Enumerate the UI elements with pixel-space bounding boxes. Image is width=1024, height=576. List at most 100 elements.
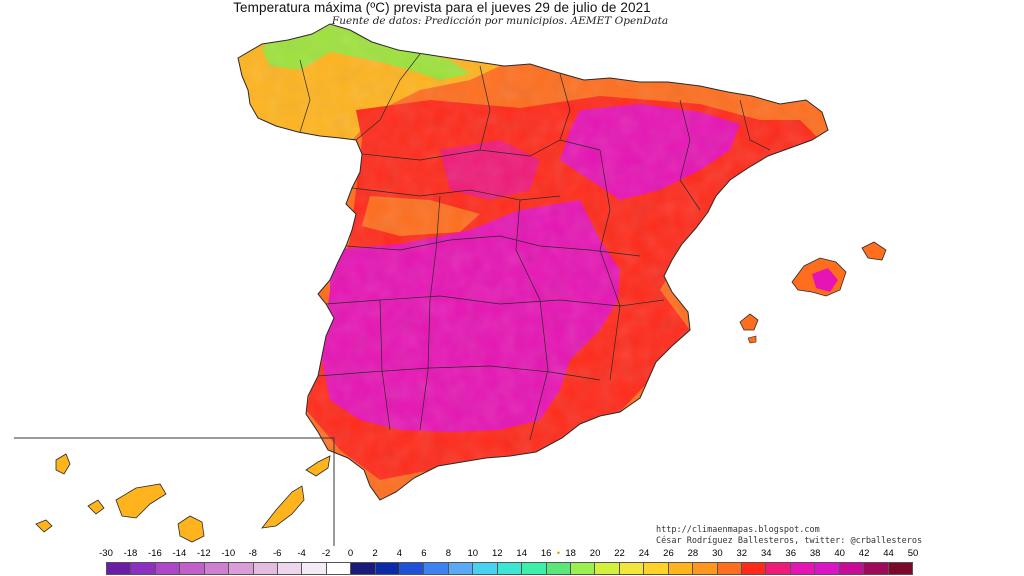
legend-tick-label: -14: [172, 548, 187, 559]
legend-swatch: [546, 563, 572, 574]
legend-tick-label: 4: [396, 548, 403, 559]
legend-tick-label: 28: [687, 548, 699, 559]
legend-tick-label: 8: [445, 548, 452, 559]
legend-tick-label: -16: [148, 548, 162, 559]
legend-tick-label: 30: [712, 548, 723, 559]
legend-tick-label: 16: [540, 548, 552, 559]
legend-tick-label: 36: [785, 548, 797, 559]
legend-tick-label: 0: [347, 548, 354, 559]
legend-swatch: [180, 563, 205, 574]
legend-tick-label: 40: [834, 548, 845, 559]
legend-swatch: [302, 563, 327, 574]
legend-tick-label: -18: [123, 548, 138, 559]
legend-tick-label: 12: [491, 548, 503, 559]
map-title: Temperatura máxima (ºC) prevista para el…: [233, 0, 651, 15]
lanzarote: [305, 455, 331, 477]
legend-tick-label: -30: [99, 548, 113, 559]
legend-swatch: [815, 563, 840, 574]
legend-tick-label: 6: [421, 548, 427, 559]
inset-frame: [14, 437, 335, 546]
legend-tick-label: -8: [248, 548, 257, 559]
legend-tick-label: 32: [736, 548, 748, 559]
mallorca-hot-core: [812, 268, 838, 292]
legend-swatch: [668, 563, 694, 574]
legend-tick-label: 26: [663, 548, 674, 559]
province-border: [299, 59, 311, 133]
legend-tick-label: -12: [196, 548, 211, 559]
province-border: [559, 73, 571, 141]
legend-swatch: [790, 563, 816, 574]
legend-tick-label: 42: [858, 548, 870, 559]
legend-swatch: [351, 563, 376, 574]
province-border: [515, 199, 549, 441]
legend-tick-label: 10: [467, 548, 479, 559]
legend-swatch: [595, 563, 620, 574]
legend-tick-label: 50: [907, 548, 919, 559]
legend-swatch: [644, 563, 669, 574]
legend-tick-label: 14: [516, 548, 528, 559]
legend-tick-label: 24: [638, 548, 650, 559]
blog-url[interactable]: http://climaenmapas.blogspot.com: [656, 525, 820, 535]
canary-islands-inset: [14, 437, 335, 546]
legend-swatch: [448, 563, 474, 574]
legend-swatch: [229, 563, 254, 574]
legend-tick-label: 18: [565, 548, 576, 559]
peninsula-temperature-field: [238, 24, 828, 500]
legend-tick-label: 2: [372, 548, 378, 559]
province-border: [317, 365, 601, 381]
fuerteventura: [261, 485, 305, 529]
legend-swatch: [619, 563, 645, 574]
legend-labels: -30 -18 -16 -14 -12 -10 -8 -6 -4 -2 0 2 4 6 8 10 12 14 16 1…: [0, 548, 1024, 560]
legend-swatch: [473, 563, 498, 574]
gran-canaria: [177, 515, 205, 543]
province-border: [419, 195, 441, 431]
legend-swatch: [375, 563, 401, 574]
legend-tick-label: -2: [321, 548, 331, 559]
legend-tick-label: 44: [883, 548, 894, 559]
legend-swatch: [839, 563, 865, 574]
legend-swatch: [155, 563, 181, 574]
legend-swatch: [522, 563, 547, 574]
legend-tick-label: -10: [221, 548, 236, 559]
legend-swatch: [204, 563, 230, 574]
formentera: [747, 335, 757, 344]
province-border: [351, 187, 561, 201]
province-border: [479, 65, 491, 151]
legend-swatch: [424, 563, 449, 574]
legend-swatch: [571, 563, 596, 574]
map-subtitle: Fuente de datos: Predicción por municipi…: [331, 15, 669, 27]
province-border: [379, 299, 391, 431]
legend-tick-label: -6: [272, 548, 282, 559]
legend-swatch: [277, 563, 303, 574]
province-border: [599, 149, 621, 381]
legend-swatch: [253, 563, 278, 574]
legend-tick-label: 20: [589, 548, 601, 559]
credits: http://climaenmapas.blogspot.com César R…: [656, 525, 922, 547]
province-border: [355, 53, 421, 141]
legend-swatch: [766, 563, 791, 574]
legend-tick-label: 38: [809, 548, 821, 559]
legend-swatch: [400, 563, 425, 574]
peninsula-outline: [237, 23, 829, 501]
legend-swatch: [864, 563, 889, 574]
legend-swatch: [497, 563, 523, 574]
legend-swatch: [131, 563, 156, 574]
province-borders: [299, 53, 771, 441]
legend-tick-label: -4: [297, 548, 306, 559]
la-palma: [55, 453, 71, 475]
la-gomera: [87, 499, 105, 515]
legend-marker: •: [556, 548, 561, 559]
tenerife: [115, 483, 167, 519]
el-hierro: [35, 519, 53, 533]
province-border: [345, 235, 641, 257]
legend-tick-label: 22: [614, 548, 625, 559]
province-border: [679, 99, 701, 211]
color-legend-bar: [106, 562, 913, 575]
province-border: [739, 99, 771, 151]
temperature-map: [14, 23, 887, 546]
balearic-islands: [739, 241, 887, 344]
province-border: [361, 139, 601, 161]
legend-swatch: [106, 563, 132, 574]
legend-swatch: [693, 563, 718, 574]
legend-tick-label: 34: [760, 548, 772, 559]
